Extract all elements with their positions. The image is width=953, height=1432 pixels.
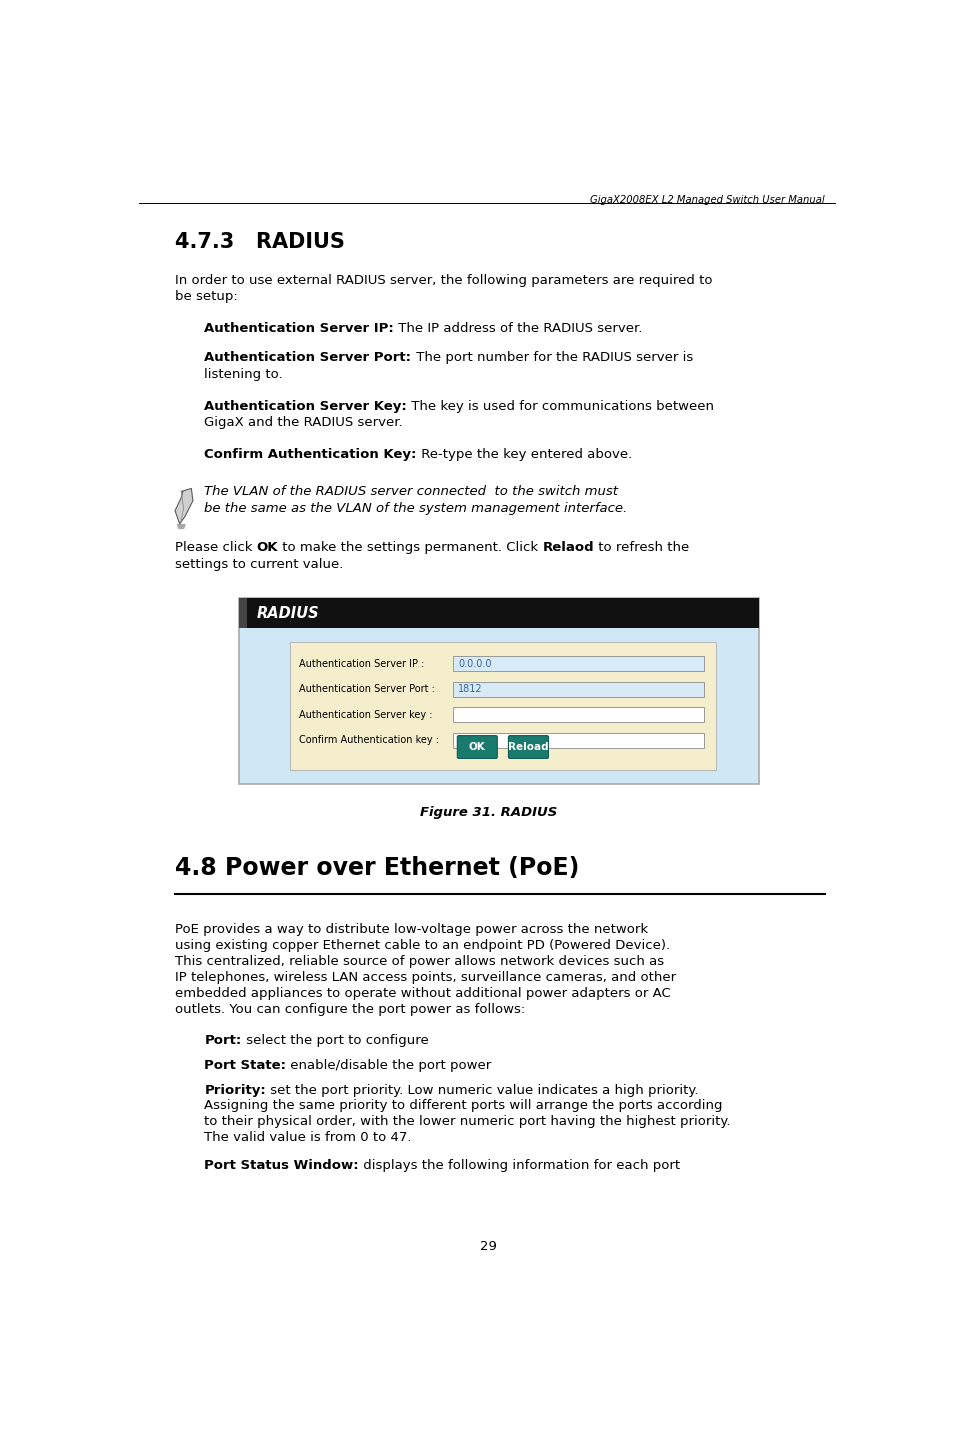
FancyBboxPatch shape: [452, 707, 703, 722]
Text: 4.8 Power over Ethernet (PoE): 4.8 Power over Ethernet (PoE): [174, 855, 578, 879]
Text: The VLAN of the RADIUS server connected  to the switch must: The VLAN of the RADIUS server connected …: [204, 485, 618, 498]
Text: The valid value is from 0 to 47.: The valid value is from 0 to 47.: [204, 1131, 412, 1144]
FancyBboxPatch shape: [508, 736, 548, 759]
Text: to refresh the: to refresh the: [594, 541, 689, 554]
FancyBboxPatch shape: [452, 733, 703, 748]
Text: Port:: Port:: [204, 1034, 241, 1047]
FancyBboxPatch shape: [290, 643, 716, 770]
Text: Port State:: Port State:: [204, 1058, 286, 1073]
Text: RADIUS: RADIUS: [256, 606, 318, 620]
Text: be setup:: be setup:: [174, 289, 237, 302]
FancyBboxPatch shape: [239, 597, 758, 783]
Text: Confirm Authentication Key:: Confirm Authentication Key:: [204, 448, 416, 461]
Text: displays the following information for each port: displays the following information for e…: [358, 1158, 679, 1171]
Text: Reload: Reload: [508, 742, 548, 752]
Text: select the port to configure: select the port to configure: [241, 1034, 428, 1047]
Text: Please click: Please click: [174, 541, 256, 554]
Text: to their physical order, with the lower numeric port having the highest priority: to their physical order, with the lower …: [204, 1116, 730, 1128]
Text: OK: OK: [469, 742, 485, 752]
Text: GigaX and the RADIUS server.: GigaX and the RADIUS server.: [204, 417, 403, 430]
Text: Authentication Server Port :: Authentication Server Port :: [298, 684, 435, 695]
Text: set the port priority. Low numeric value indicates a high priority.: set the port priority. Low numeric value…: [266, 1084, 698, 1097]
Text: settings to current value.: settings to current value.: [174, 557, 343, 570]
Text: Authentication Server IP :: Authentication Server IP :: [298, 659, 424, 669]
Text: enable/disable the port power: enable/disable the port power: [286, 1058, 491, 1073]
Text: The port number for the RADIUS server is: The port number for the RADIUS server is: [411, 351, 692, 364]
Text: GigaX2008EX L2 Managed Switch User Manual: GigaX2008EX L2 Managed Switch User Manua…: [589, 195, 823, 205]
Text: This centralized, reliable source of power allows network devices such as: This centralized, reliable source of pow…: [174, 955, 663, 968]
Text: OK: OK: [256, 541, 278, 554]
Text: 4.7.3   RADIUS: 4.7.3 RADIUS: [174, 232, 345, 252]
Text: PoE provides a way to distribute low-voltage power across the network: PoE provides a way to distribute low-vol…: [174, 924, 647, 937]
FancyBboxPatch shape: [239, 597, 247, 629]
Text: Figure 31. RADIUS: Figure 31. RADIUS: [420, 806, 557, 819]
Text: be the same as the VLAN of the system management interface.: be the same as the VLAN of the system ma…: [204, 501, 627, 514]
Text: The IP address of the RADIUS server.: The IP address of the RADIUS server.: [394, 322, 642, 335]
Text: embedded appliances to operate without additional power adapters or AC: embedded appliances to operate without a…: [174, 987, 670, 1000]
FancyBboxPatch shape: [452, 682, 703, 697]
Text: Port Status Window:: Port Status Window:: [204, 1158, 358, 1171]
FancyBboxPatch shape: [239, 597, 758, 629]
Text: Assigning the same priority to different ports will arrange the ports according: Assigning the same priority to different…: [204, 1100, 722, 1113]
Polygon shape: [177, 524, 185, 528]
Text: Relaod: Relaod: [542, 541, 594, 554]
Text: listening to.: listening to.: [204, 368, 283, 381]
Text: Authentication Server key :: Authentication Server key :: [298, 710, 432, 720]
Text: Authentication Server Port:: Authentication Server Port:: [204, 351, 411, 364]
Text: 0.0.0.0: 0.0.0.0: [457, 659, 491, 669]
Text: Re-type the key entered above.: Re-type the key entered above.: [416, 448, 632, 461]
Text: outlets. You can configure the port power as follows:: outlets. You can configure the port powe…: [174, 1002, 525, 1015]
Polygon shape: [174, 488, 193, 524]
Text: 29: 29: [480, 1240, 497, 1253]
Text: IP telephones, wireless LAN access points, surveillance cameras, and other: IP telephones, wireless LAN access point…: [174, 971, 676, 984]
Text: using existing copper Ethernet cable to an endpoint PD (Powered Device).: using existing copper Ethernet cable to …: [174, 939, 669, 952]
FancyBboxPatch shape: [456, 736, 497, 759]
FancyBboxPatch shape: [452, 656, 703, 672]
Text: The key is used for communications between: The key is used for communications betwe…: [407, 400, 714, 412]
Text: Authentication Server IP:: Authentication Server IP:: [204, 322, 394, 335]
Text: Authentication Server Key:: Authentication Server Key:: [204, 400, 407, 412]
Text: In order to use external RADIUS server, the following parameters are required to: In order to use external RADIUS server, …: [174, 275, 712, 288]
Text: Priority:: Priority:: [204, 1084, 266, 1097]
Text: 1812: 1812: [457, 684, 482, 695]
Text: Confirm Authentication key :: Confirm Authentication key :: [298, 735, 438, 745]
Text: to make the settings permanent. Click: to make the settings permanent. Click: [278, 541, 542, 554]
